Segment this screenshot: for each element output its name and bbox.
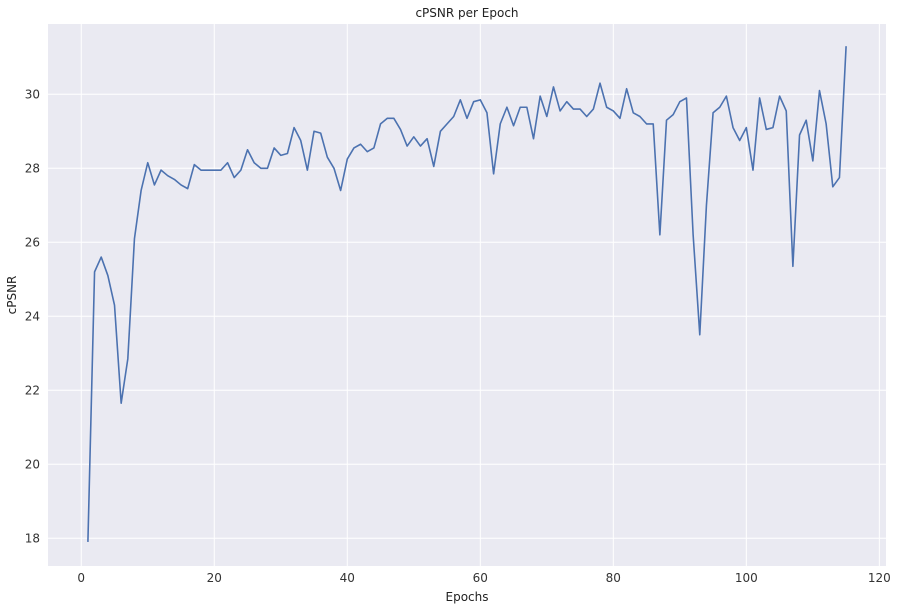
x-tick-label: 0 (77, 571, 85, 585)
y-axis-label: cPSNR (5, 276, 19, 315)
y-tick-label: 28 (25, 161, 40, 175)
x-tick-label: 60 (473, 571, 488, 585)
x-tick-label: 80 (606, 571, 621, 585)
y-tick-label: 24 (25, 309, 40, 323)
plot-area (48, 24, 886, 566)
x-axis-label: Epochs (446, 590, 489, 604)
chart-title: cPSNR per Epoch (415, 6, 518, 20)
y-tick-label: 20 (25, 457, 40, 471)
x-tick-label: 120 (868, 571, 891, 585)
y-tick-label: 22 (25, 383, 40, 397)
series-line (87, 46, 847, 542)
x-tick-label: 20 (207, 571, 222, 585)
y-tick-label: 18 (25, 531, 40, 545)
x-tick-label: 100 (735, 571, 758, 585)
x-tick-label: 40 (340, 571, 355, 585)
y-tick-label: 30 (25, 87, 40, 101)
tick-labels: 0 20 40 60 80 100 120 18 20 22 24 26 28 30 (25, 87, 891, 585)
grid-lines (48, 24, 886, 566)
y-tick-label: 26 (25, 235, 40, 249)
series-layer (87, 46, 847, 542)
